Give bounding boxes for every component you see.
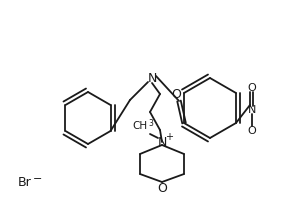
Text: O: O: [157, 183, 167, 195]
Text: O: O: [248, 83, 256, 93]
Text: O: O: [248, 126, 256, 136]
Text: O: O: [171, 88, 181, 100]
Text: N: N: [157, 135, 167, 148]
Text: N: N: [248, 105, 256, 115]
Text: CH: CH: [132, 121, 148, 131]
Text: Br: Br: [18, 176, 32, 188]
Text: N: N: [147, 71, 157, 85]
Text: −: −: [33, 174, 42, 184]
Text: 3: 3: [148, 119, 153, 128]
Text: +: +: [165, 132, 173, 142]
